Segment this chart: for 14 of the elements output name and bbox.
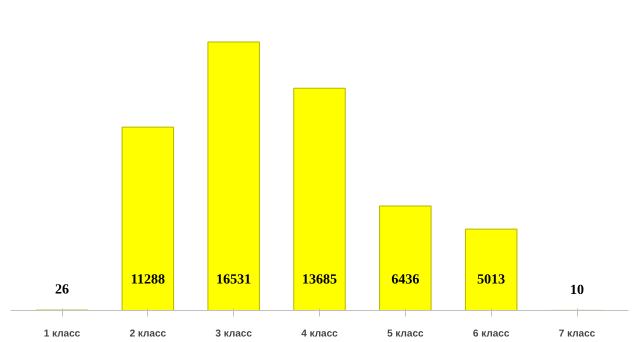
data-label: 6436 [391, 272, 420, 288]
data-label: 5013 [477, 272, 506, 288]
data-label: 16531 [216, 272, 252, 288]
data-label: 11288 [130, 272, 165, 288]
x-tick-label: 3 класс [215, 328, 252, 340]
x-tick-label: 4 класс [301, 328, 338, 340]
data-label: 10 [570, 282, 584, 298]
x-tick-label: 5 класс [387, 328, 424, 340]
data-label: 13685 [302, 272, 337, 288]
x-tick-label: 7 класс [558, 328, 596, 340]
x-tick-label: 2 класс [130, 328, 167, 340]
x-tick-label: 1 класс [44, 328, 81, 340]
data-label: 26 [55, 282, 69, 298]
x-tick-label: 6 класс [472, 328, 510, 340]
